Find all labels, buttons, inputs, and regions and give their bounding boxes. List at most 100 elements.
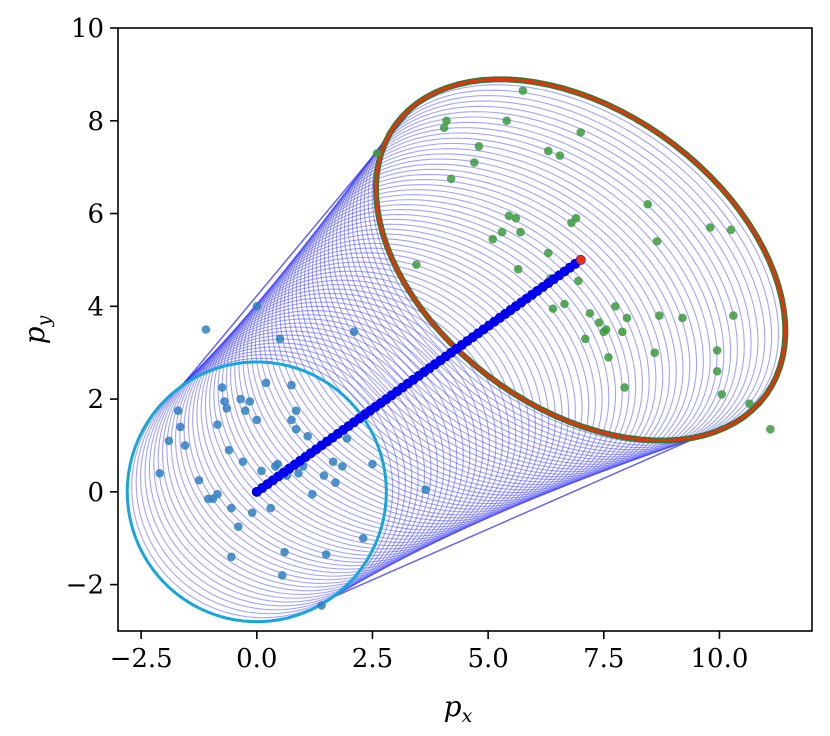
start-point <box>173 406 183 415</box>
y-tick-label: 2 <box>87 385 104 415</box>
interp-ellipse <box>196 297 490 563</box>
interp-ellipse <box>179 314 464 577</box>
start-point <box>261 378 271 388</box>
end-point <box>618 327 627 337</box>
x-tick-label: 10.0 <box>691 644 749 674</box>
end-point <box>601 325 611 334</box>
start-point <box>252 415 262 425</box>
end-point <box>729 311 738 320</box>
interp-ellipse <box>254 233 583 519</box>
ticks-layer: −2.5 0.0 2.5 5.0 7.5 10.0 −2 0 2 4 6 8 10 <box>66 14 749 674</box>
start-point <box>176 422 185 432</box>
end-mean-point <box>576 255 586 265</box>
end-point <box>650 348 659 357</box>
end-point <box>726 225 736 235</box>
interp-ellipse <box>183 310 471 574</box>
interp-ellipse <box>303 173 664 486</box>
end-ellipse <box>374 77 787 442</box>
end-point <box>745 399 754 409</box>
y-tick-label: 8 <box>87 107 104 137</box>
interp-ellipse <box>170 322 451 584</box>
interp-ellipse <box>331 137 711 468</box>
interp-ellipse <box>225 266 537 540</box>
start-point <box>164 436 174 446</box>
end-point <box>412 260 421 269</box>
end-point <box>594 318 604 327</box>
data-layer <box>125 76 789 624</box>
x-tick-label: 0.0 <box>236 644 277 674</box>
end-point <box>502 116 511 126</box>
interp-ellipse <box>161 330 438 592</box>
start-point <box>236 394 245 404</box>
interp-ellipse <box>339 127 725 463</box>
start-point <box>280 547 289 557</box>
end-point <box>655 311 664 320</box>
interp-ellipse <box>267 218 603 510</box>
end-point <box>604 353 613 362</box>
interp-ellipse <box>319 153 691 475</box>
start-point <box>275 334 285 344</box>
end-point <box>474 141 484 151</box>
start-point <box>294 468 303 478</box>
end-point <box>446 174 456 184</box>
x-axis-label-main: p <box>444 690 462 723</box>
start-point <box>328 457 338 466</box>
end-point <box>574 276 583 286</box>
start-point <box>224 445 234 455</box>
start-point <box>291 424 301 434</box>
interp-ellipse <box>258 228 590 516</box>
start-point <box>287 380 296 390</box>
end-point <box>504 211 514 221</box>
start-point <box>220 397 229 406</box>
start-point <box>155 468 164 478</box>
interp-ellipse <box>327 142 704 470</box>
interp-ellipse <box>315 158 684 478</box>
start-point <box>368 459 377 469</box>
start-point <box>331 478 340 487</box>
interp-ellipse <box>204 288 504 557</box>
start-point <box>421 485 430 494</box>
end-point <box>513 264 523 274</box>
interp-ellipse <box>275 209 617 505</box>
x-tick-label: −2.5 <box>110 644 173 674</box>
interp-ellipse <box>217 275 523 547</box>
end-point <box>712 346 722 355</box>
interp-ellipse <box>230 261 543 537</box>
start-point <box>252 302 262 311</box>
y-axis-label: py <box>18 315 55 344</box>
start-point <box>222 404 232 413</box>
interp-ellipse <box>209 284 510 553</box>
interp-ellipse <box>295 184 650 491</box>
x-axis-label-sub: x <box>462 705 473 727</box>
end-point <box>543 248 553 258</box>
end-point <box>543 146 553 156</box>
y-axis-label-main: p <box>18 326 51 344</box>
interp-ellipse <box>283 199 630 499</box>
end-point <box>439 123 449 133</box>
start-point <box>342 434 352 443</box>
end-point <box>518 86 528 95</box>
y-tick-label: 4 <box>87 292 104 322</box>
start-point <box>233 522 243 531</box>
start-point <box>287 415 296 425</box>
end-point <box>580 334 590 344</box>
end-point <box>712 366 722 376</box>
interp-ellipse <box>311 163 677 480</box>
x-tick-label: 2.5 <box>352 644 393 674</box>
end-point <box>611 302 620 311</box>
end-point <box>766 424 775 434</box>
start-point <box>358 533 368 543</box>
y-tick-label: 10 <box>71 14 104 44</box>
end-point <box>555 151 565 160</box>
interp-ellipse <box>157 334 432 596</box>
start-point <box>213 420 222 429</box>
cone-edge <box>331 416 745 599</box>
start-point <box>317 601 326 610</box>
end-point <box>576 128 585 137</box>
interp-ellipse <box>221 270 530 543</box>
interp-ellipse <box>250 238 576 522</box>
x-axis-label: px <box>444 690 473 727</box>
start-point <box>266 503 275 513</box>
